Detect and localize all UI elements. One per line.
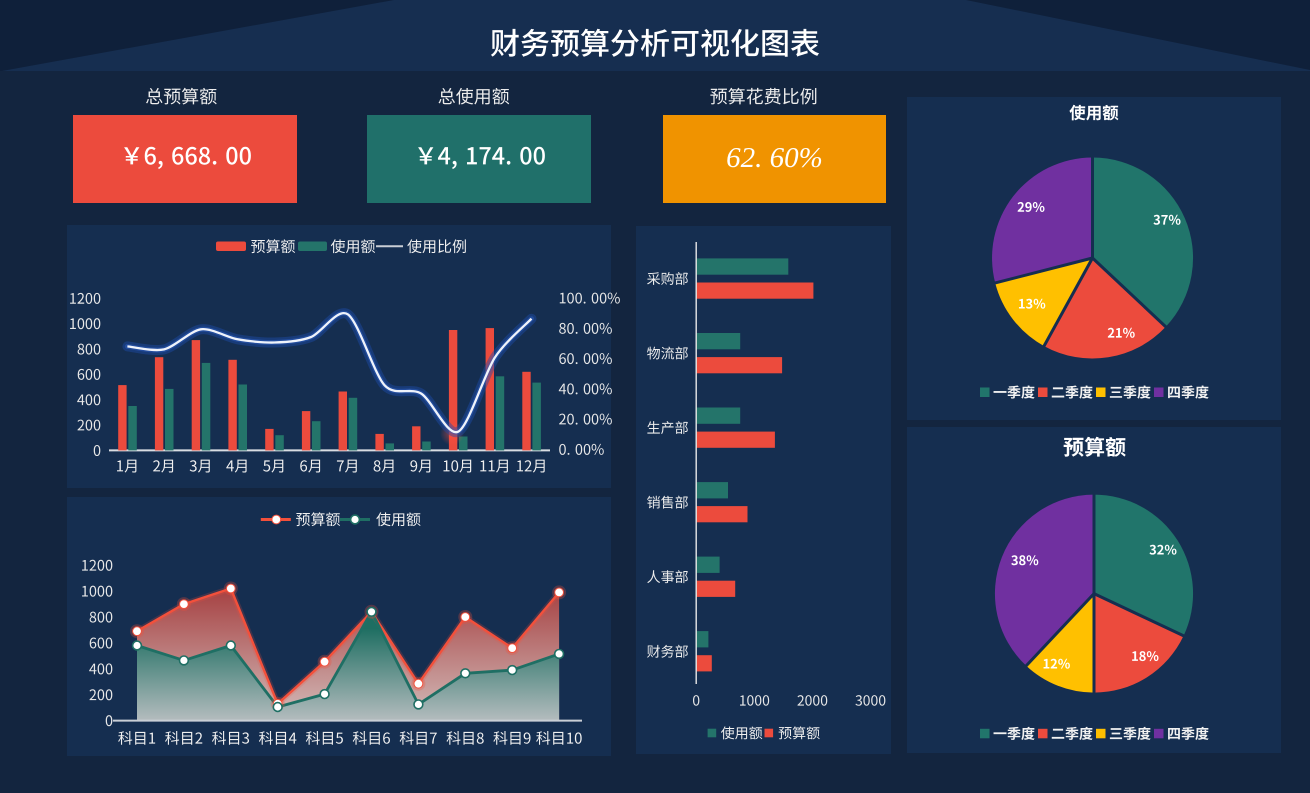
- svg-text:62. 60%: 62. 60%: [726, 142, 823, 174]
